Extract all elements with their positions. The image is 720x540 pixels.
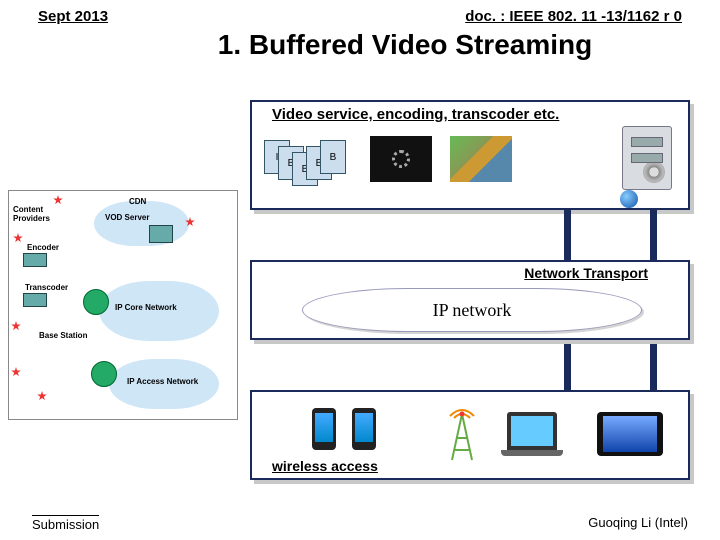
label-base-station: Base Station bbox=[39, 331, 87, 340]
smartphone-icon bbox=[352, 408, 376, 450]
slide-footer: Submission Guoqing Li (Intel) bbox=[0, 515, 720, 532]
label-ip-access: IP Access Network bbox=[127, 377, 198, 386]
disc-icon bbox=[643, 161, 665, 183]
loading-tile-icon bbox=[370, 136, 432, 182]
cdn-cloud bbox=[94, 201, 189, 246]
spinner-icon bbox=[392, 150, 410, 168]
video-thumbnail-icon bbox=[450, 136, 512, 182]
tablet-icon bbox=[597, 412, 663, 456]
label-transcoder: Transcoder bbox=[25, 283, 68, 292]
star-icon bbox=[37, 391, 47, 401]
globe-icon bbox=[620, 190, 638, 208]
header-docid: doc. : IEEE 802. 11 -13/1162 r 0 bbox=[465, 8, 682, 25]
star-icon bbox=[53, 195, 63, 205]
video-service-panel: Video service, encoding, transcoder etc.… bbox=[250, 100, 690, 210]
transcoder-box-icon bbox=[23, 293, 47, 307]
footer-submission: Submission bbox=[32, 515, 99, 532]
wireless-access-label: wireless access bbox=[272, 458, 378, 474]
label-vod: VOD Server bbox=[105, 213, 149, 222]
label-content-providers: Content Providers bbox=[13, 205, 53, 223]
cell-tower-icon bbox=[442, 402, 482, 462]
video-service-label: Video service, encoding, transcoder etc. bbox=[272, 106, 559, 123]
ip-network-text: IP network bbox=[433, 300, 512, 321]
router-icon bbox=[91, 361, 117, 387]
star-icon bbox=[13, 233, 23, 243]
slide-header: Sept 2013 doc. : IEEE 802. 11 -13/1162 r… bbox=[0, 0, 720, 27]
label-ip-core: IP Core Network bbox=[115, 303, 177, 312]
network-transport-label: Network Transport bbox=[524, 265, 648, 281]
star-icon bbox=[11, 321, 21, 331]
header-date: Sept 2013 bbox=[38, 8, 108, 25]
encoder-box-icon bbox=[23, 253, 47, 267]
label-cdn: CDN bbox=[129, 197, 146, 206]
ip-network-cloud: IP network bbox=[302, 288, 642, 332]
smartphone-icon bbox=[312, 408, 336, 450]
laptop-icon bbox=[507, 412, 557, 450]
footer-author: Guoqing Li (Intel) bbox=[588, 515, 688, 532]
slide-title: 1. Buffered Video Streaming bbox=[90, 29, 720, 61]
vod-server-icon bbox=[149, 225, 173, 243]
star-icon bbox=[11, 367, 21, 377]
label-encoder: Encoder bbox=[27, 243, 59, 252]
network-transport-panel: Network Transport IP network bbox=[250, 260, 690, 340]
wireless-access-panel: wireless access bbox=[250, 390, 690, 480]
reference-network-diagram: Content Providers CDN VOD Server Encoder… bbox=[8, 190, 238, 420]
server-icon bbox=[622, 126, 672, 190]
router-icon bbox=[83, 289, 109, 315]
